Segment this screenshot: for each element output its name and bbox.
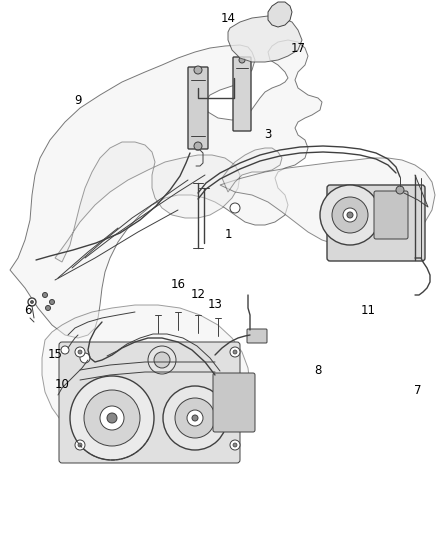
Polygon shape: [55, 142, 240, 262]
Circle shape: [28, 298, 36, 306]
FancyBboxPatch shape: [327, 185, 425, 261]
Circle shape: [320, 185, 380, 245]
Circle shape: [31, 301, 33, 303]
Circle shape: [49, 300, 54, 304]
Polygon shape: [42, 305, 250, 455]
Circle shape: [100, 406, 124, 430]
Circle shape: [163, 386, 227, 450]
Circle shape: [230, 347, 240, 357]
Circle shape: [42, 293, 47, 297]
Circle shape: [107, 413, 117, 423]
Circle shape: [332, 197, 368, 233]
Circle shape: [233, 350, 237, 354]
Circle shape: [230, 203, 240, 213]
Circle shape: [80, 353, 90, 363]
Text: 9: 9: [74, 93, 82, 107]
Text: 8: 8: [314, 364, 321, 376]
Circle shape: [70, 376, 154, 460]
Circle shape: [187, 410, 203, 426]
Text: 13: 13: [208, 298, 223, 311]
Text: 1: 1: [224, 229, 232, 241]
Text: 11: 11: [360, 303, 375, 317]
FancyBboxPatch shape: [188, 67, 208, 149]
Text: 12: 12: [191, 288, 205, 302]
Circle shape: [61, 346, 69, 354]
Circle shape: [239, 57, 245, 63]
Text: 15: 15: [48, 349, 63, 361]
Circle shape: [175, 398, 215, 438]
Text: 7: 7: [414, 384, 422, 397]
Text: 6: 6: [24, 303, 32, 317]
Text: 17: 17: [290, 42, 305, 54]
Circle shape: [194, 66, 202, 74]
Circle shape: [75, 440, 85, 450]
Polygon shape: [10, 40, 322, 338]
Circle shape: [84, 390, 140, 446]
Circle shape: [343, 208, 357, 222]
Circle shape: [230, 440, 240, 450]
Circle shape: [192, 415, 198, 421]
Text: 10: 10: [55, 378, 70, 392]
Circle shape: [347, 212, 353, 218]
Text: 16: 16: [170, 279, 186, 292]
Circle shape: [46, 305, 50, 311]
Polygon shape: [220, 158, 435, 248]
Text: 3: 3: [264, 128, 272, 141]
FancyBboxPatch shape: [59, 342, 240, 463]
Circle shape: [154, 352, 170, 368]
Polygon shape: [228, 16, 302, 62]
FancyBboxPatch shape: [213, 373, 255, 432]
Circle shape: [148, 346, 176, 374]
FancyBboxPatch shape: [247, 329, 267, 343]
Circle shape: [75, 347, 85, 357]
Polygon shape: [222, 148, 282, 192]
Polygon shape: [268, 2, 292, 27]
Circle shape: [78, 443, 82, 447]
FancyBboxPatch shape: [233, 57, 251, 131]
Text: 14: 14: [220, 12, 236, 25]
Circle shape: [396, 186, 404, 194]
Circle shape: [233, 443, 237, 447]
Circle shape: [194, 142, 202, 150]
FancyBboxPatch shape: [374, 191, 408, 239]
Circle shape: [78, 350, 82, 354]
